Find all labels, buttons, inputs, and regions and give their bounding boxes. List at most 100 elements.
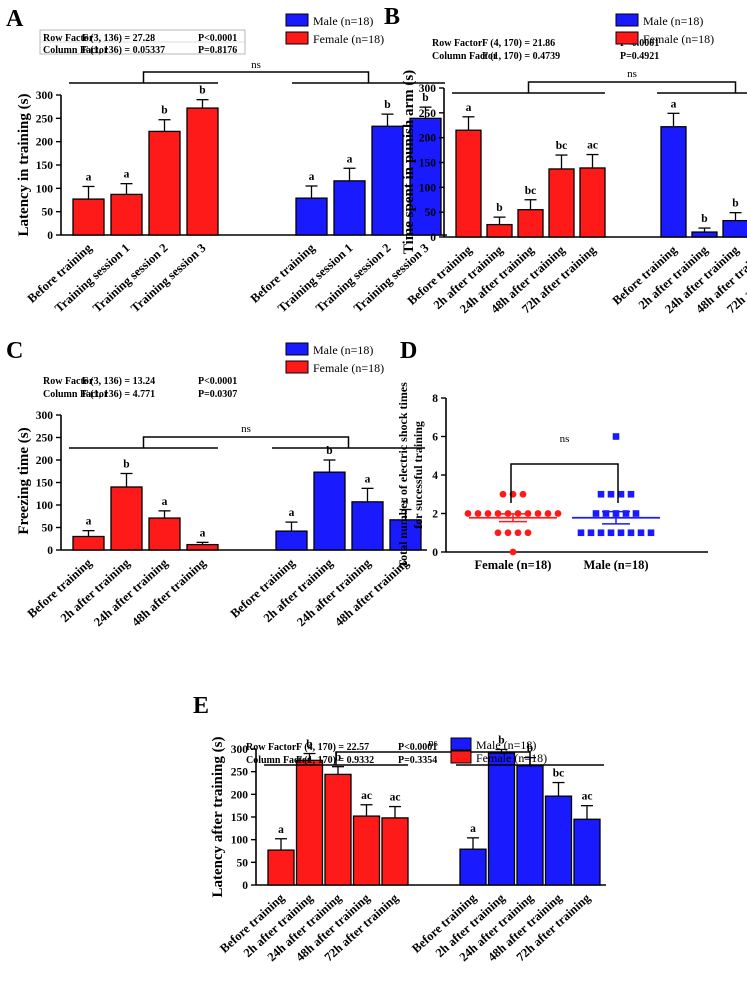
panel-d: D 0 2 4 6 8 Total number of electric shock tim… bbox=[396, 338, 708, 572]
y-axis-label: Latency after training (s) bbox=[210, 737, 226, 898]
stat-p-value: P<0.0001 bbox=[198, 376, 237, 387]
y-tick-label: 200 bbox=[231, 789, 249, 801]
significance-label: b bbox=[498, 734, 504, 746]
data-point bbox=[484, 510, 492, 517]
legend-label: Female (n=18) bbox=[313, 361, 384, 375]
y-tick-label: 0 bbox=[430, 232, 436, 244]
stat-factor: Column Factor bbox=[43, 45, 109, 56]
significance-label: ac bbox=[361, 790, 372, 802]
y-tick-label: 50 bbox=[42, 207, 54, 219]
significance-label: a bbox=[309, 171, 315, 183]
stat-f-value: F (1, 136) = 0.05337 bbox=[82, 45, 165, 56]
significance-label: ac bbox=[390, 792, 401, 804]
significance-label: ac bbox=[587, 140, 598, 152]
legend-swatch bbox=[285, 13, 309, 27]
bar bbox=[295, 759, 324, 886]
bar bbox=[275, 530, 308, 551]
stat-factor: Row Factor bbox=[246, 742, 297, 753]
bar bbox=[352, 815, 381, 886]
significance-label: b bbox=[335, 752, 341, 764]
stat-factor: Column Factor bbox=[246, 755, 312, 766]
data-point bbox=[524, 529, 532, 537]
y-tick-label: 200 bbox=[36, 455, 54, 467]
significance-label: a bbox=[86, 171, 92, 183]
data-point bbox=[592, 510, 600, 517]
legend-label: Male (n=18) bbox=[643, 14, 703, 28]
data-point bbox=[617, 490, 625, 498]
significance-label: a bbox=[289, 507, 295, 519]
y-tick-label: 0 bbox=[47, 545, 53, 557]
legend-label: Female (n=18) bbox=[476, 751, 547, 765]
significance-label: a bbox=[347, 153, 353, 165]
bar bbox=[333, 180, 366, 236]
bar bbox=[371, 125, 404, 236]
y-tick-label: 150 bbox=[36, 478, 54, 490]
y-tick-label: 50 bbox=[237, 857, 249, 869]
y-tick-label: 300 bbox=[419, 83, 437, 95]
legend-swatch bbox=[285, 342, 309, 356]
data-point bbox=[514, 529, 522, 537]
bar bbox=[186, 543, 219, 551]
stat-p-value: P=0.4921 bbox=[620, 51, 659, 62]
y-tick-label: 250 bbox=[419, 108, 437, 120]
data-point bbox=[554, 510, 562, 517]
stat-p-value: P=0.0307 bbox=[198, 389, 237, 400]
stat-factor: Row Factor bbox=[432, 38, 483, 49]
panel-letter-b: B bbox=[384, 4, 400, 30]
y-tick-label: 250 bbox=[36, 113, 54, 125]
bar bbox=[409, 117, 442, 236]
y-tick-label: 150 bbox=[36, 160, 54, 172]
y-axis-label: Total number of electric shock timesfor … bbox=[396, 382, 425, 568]
bar bbox=[722, 219, 747, 238]
y-tick-label: 300 bbox=[36, 90, 54, 102]
y-tick-label: 8 bbox=[432, 393, 438, 405]
stat-factor: Column Factor bbox=[43, 389, 109, 400]
significance-label: a bbox=[200, 527, 206, 539]
stat-factor: Row Factor bbox=[43, 33, 94, 44]
significance-label: a bbox=[124, 169, 130, 181]
y-tick-label: 100 bbox=[36, 500, 54, 512]
stat-p-value: P<0.0001 bbox=[398, 742, 437, 753]
stat-p-value: P<0.0001 bbox=[620, 38, 659, 49]
y-tick-label: 150 bbox=[231, 812, 249, 824]
y-tick-label: 2 bbox=[432, 509, 438, 521]
significance-label: a bbox=[86, 516, 92, 528]
bar bbox=[267, 849, 295, 886]
legend-swatch bbox=[615, 31, 639, 45]
data-point bbox=[544, 510, 552, 517]
bar bbox=[691, 231, 718, 238]
data-point bbox=[524, 510, 532, 517]
y-tick-label: 250 bbox=[36, 433, 54, 445]
bar bbox=[110, 486, 143, 551]
significance-label: a bbox=[403, 495, 409, 507]
bar bbox=[381, 817, 409, 886]
y-tick-label: 200 bbox=[36, 137, 54, 149]
bar bbox=[544, 795, 573, 886]
panel-c: C 0 50 100 150 200 250 300 Freezing time (s) a Bef… bbox=[6, 338, 427, 629]
legend-swatch bbox=[450, 737, 472, 751]
bar bbox=[351, 501, 384, 551]
legend-label: Female (n=18) bbox=[313, 32, 384, 46]
y-tick-label: 0 bbox=[47, 230, 53, 242]
category-label: Before training bbox=[248, 240, 318, 305]
significance-label: b bbox=[422, 92, 428, 104]
comparison-label: ns bbox=[241, 423, 251, 435]
category-label: Female (n=18) bbox=[475, 558, 552, 572]
comparison-bracket bbox=[510, 463, 619, 503]
comparison-bracket bbox=[142, 436, 350, 448]
comparison-label: ns bbox=[251, 59, 261, 71]
stat-p-value: P=0.3354 bbox=[398, 755, 437, 766]
data-point bbox=[597, 529, 605, 537]
stat-p-value: P<0.0001 bbox=[198, 33, 237, 44]
significance-label: ac bbox=[582, 791, 593, 803]
significance-label: b bbox=[527, 743, 533, 755]
data-point bbox=[622, 510, 630, 517]
stat-f-value: F (3, 136) = 27.28 bbox=[82, 33, 155, 44]
y-tick-label: 200 bbox=[419, 133, 437, 145]
panel-a: A 0 50 100 150 200 250 300 Latency in training (… bbox=[6, 6, 447, 315]
bar bbox=[459, 848, 487, 886]
legend-swatch bbox=[285, 360, 309, 374]
significance-label: b bbox=[161, 105, 167, 117]
y-axis-label: Time spent in punish arm (s) bbox=[401, 70, 417, 254]
